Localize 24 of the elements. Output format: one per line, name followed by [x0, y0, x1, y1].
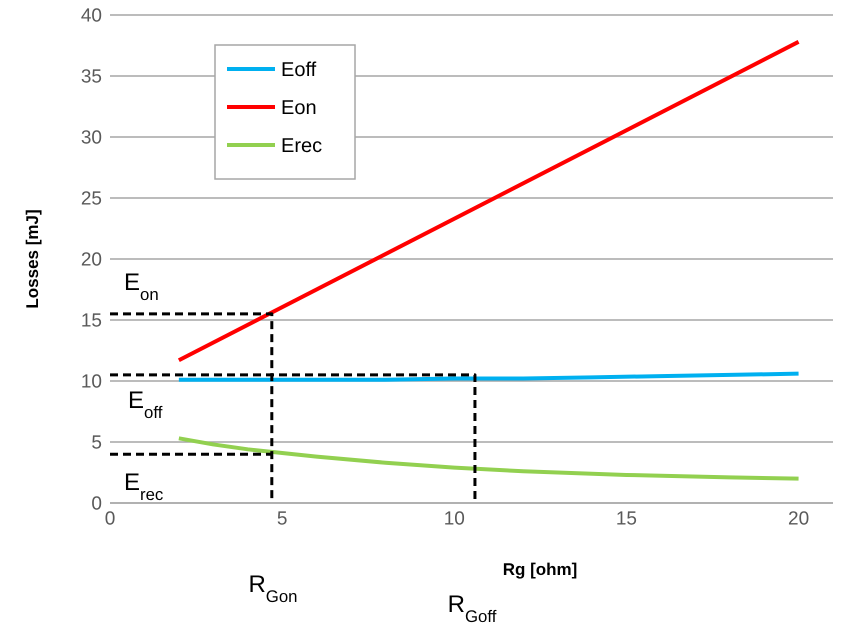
- x-tick-label: 15: [616, 508, 637, 530]
- y-tick-label: 35: [80, 66, 102, 88]
- text: R$_{Gon}$: [248, 571, 298, 606]
- y-tick-label: 40: [80, 6, 102, 27]
- text: R$_{Goff}$: [448, 591, 497, 623]
- y-tick-label: 10: [80, 372, 102, 393]
- x-tick-label: 0: [104, 508, 116, 530]
- y-tick-label: 15: [80, 310, 102, 332]
- y-tick-label: 0: [91, 494, 102, 515]
- y-tick-label: 30: [80, 128, 102, 149]
- legend-label: Eon: [281, 97, 317, 119]
- annotation: E$_{on}$: [124, 269, 159, 304]
- y-tick-label: 5: [91, 432, 102, 454]
- x-tick-label: 5: [276, 508, 288, 530]
- y-tick-label: 25: [80, 188, 102, 210]
- y-tick-label: 20: [80, 250, 102, 271]
- annotation: E$_{off}$: [128, 387, 163, 422]
- annotation: E$_{rec}$: [124, 469, 164, 504]
- x-tick-label: 20: [788, 508, 810, 530]
- x-axis-title: Rg [ohm]: [502, 560, 578, 579]
- legend-label: Eoff: [281, 59, 317, 81]
- y-axis-title: Losses [mJ]: [23, 209, 42, 309]
- x-tick-label: 10: [444, 508, 465, 530]
- legend-label: Erec: [281, 135, 322, 157]
